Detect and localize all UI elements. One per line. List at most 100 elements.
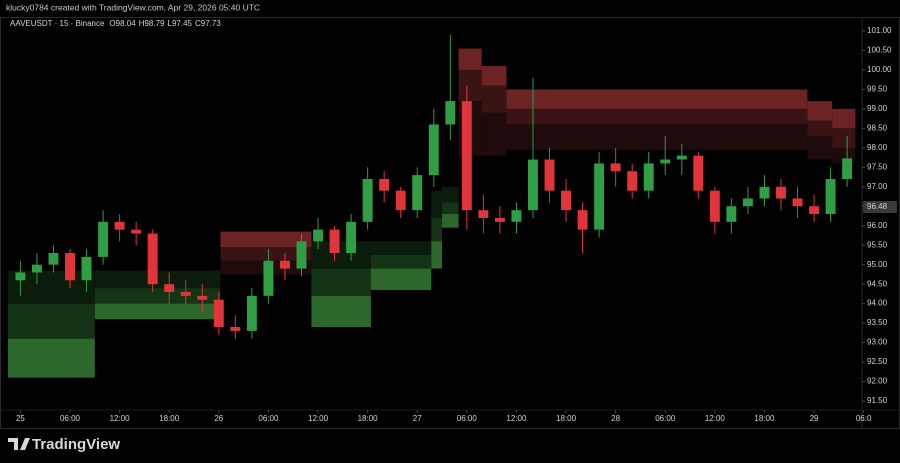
zone-band xyxy=(458,69,482,102)
candle-body xyxy=(643,163,654,191)
y-tick-label: 92.00 xyxy=(867,377,888,386)
candle-body xyxy=(726,206,737,222)
y-tick-label: 94.50 xyxy=(867,279,888,288)
logo-mark xyxy=(8,438,30,450)
candle-body xyxy=(230,327,241,331)
candle-body xyxy=(114,221,125,230)
logo: TradingView xyxy=(8,436,120,453)
candle-body xyxy=(180,291,191,296)
x-tick-label: 12:00 xyxy=(308,414,329,423)
candle-body xyxy=(362,179,373,222)
brand: TradingView xyxy=(32,436,120,453)
candle-body xyxy=(461,101,472,211)
candle-body xyxy=(98,221,109,257)
ohlc-letter: L xyxy=(168,19,173,28)
candle-body xyxy=(809,206,820,215)
ohlc-value: 97.73 xyxy=(201,19,222,28)
zone-band xyxy=(442,214,459,228)
zone-band xyxy=(94,303,221,320)
candle-body xyxy=(31,264,42,273)
zone-band xyxy=(506,124,808,150)
zone-band xyxy=(481,85,507,113)
x-tick-label: 18:00 xyxy=(754,414,775,423)
ohlc-letter: H xyxy=(139,19,145,28)
candle-body xyxy=(296,241,307,269)
y-tick-label: 97.00 xyxy=(867,182,888,191)
x-tick-label: 29 xyxy=(810,414,819,423)
x-tick-label: 06:00 xyxy=(258,414,279,423)
zone-band xyxy=(370,241,432,255)
candle-body xyxy=(693,155,704,191)
y-tick-label: 100.00 xyxy=(867,65,892,74)
zone-band xyxy=(832,108,856,129)
zone-band xyxy=(807,136,833,160)
candle-body xyxy=(164,284,175,292)
candle-body xyxy=(213,299,224,327)
zone-band xyxy=(442,202,459,215)
zone-band xyxy=(807,120,833,137)
candle-body xyxy=(395,190,406,211)
zone-band xyxy=(442,186,459,203)
x-tick-label: 18:00 xyxy=(556,414,577,423)
y-tick-label: 92.50 xyxy=(867,357,888,366)
candle-body xyxy=(412,175,423,211)
zone-band xyxy=(311,241,371,269)
candle-body xyxy=(577,210,588,230)
zone-band xyxy=(431,190,443,218)
zone-band xyxy=(311,295,371,327)
zone-band xyxy=(311,268,371,296)
candle-body xyxy=(48,253,59,265)
candle-body xyxy=(197,295,208,300)
legend: AAVEUSDT · 15 · Binance xyxy=(10,19,105,28)
ohlc-value: 98.04 xyxy=(116,19,137,28)
y-tick-label: 93.00 xyxy=(867,338,888,347)
zone-band xyxy=(431,217,443,242)
y-tick-label: 94.00 xyxy=(867,299,888,308)
y-tick-label: 91.50 xyxy=(867,396,888,405)
candle-body xyxy=(329,229,340,253)
candle-body xyxy=(279,260,290,269)
candle-body xyxy=(379,179,390,191)
y-tick-label: 95.50 xyxy=(867,240,888,249)
x-tick-label: 27 xyxy=(413,414,422,423)
candle-body xyxy=(478,210,489,218)
y-tick-label: 98.50 xyxy=(867,123,888,132)
candle-body xyxy=(544,159,555,191)
y-tick-label: 96.00 xyxy=(867,221,888,230)
x-tick-label: 06:0 xyxy=(856,414,872,423)
candle-body xyxy=(428,124,439,176)
x-tick-label: 18:00 xyxy=(159,414,180,423)
credit: klucky0784 created with TradingView.com,… xyxy=(6,2,260,12)
zone-band xyxy=(370,254,432,269)
candle-body xyxy=(494,217,505,222)
zone-band xyxy=(481,66,507,86)
x-tick-label: 25 xyxy=(16,414,25,423)
y-tick-label: 101.00 xyxy=(867,26,892,35)
zone-band xyxy=(431,241,443,269)
candle-body xyxy=(131,229,142,234)
zone-band xyxy=(458,48,482,70)
y-tick-label: 99.50 xyxy=(867,85,888,94)
zone-band xyxy=(8,303,95,339)
x-tick-label: 12:00 xyxy=(110,414,131,423)
x-tick-label: 12:00 xyxy=(705,414,726,423)
x-tick-label: 28 xyxy=(611,414,620,423)
candle-body xyxy=(511,210,522,222)
candle-body xyxy=(759,186,770,199)
last-price-label: 96.48 xyxy=(867,202,888,211)
ohlc-letter: C xyxy=(195,19,201,28)
candle-body xyxy=(263,260,274,296)
candle-body xyxy=(594,163,605,230)
zone-band xyxy=(506,89,808,109)
zone-band xyxy=(832,128,856,148)
y-tick-label: 98.00 xyxy=(867,143,888,152)
x-tick-label: 06:00 xyxy=(457,414,478,423)
plot xyxy=(8,34,856,378)
candle-body xyxy=(147,233,158,285)
y-tick-label: 100.50 xyxy=(867,46,892,55)
symbol: AAVEUSDT · 15 · Binance xyxy=(10,19,105,28)
candle-body xyxy=(825,179,836,215)
x-tick-label: 26 xyxy=(214,414,223,423)
x-tick-label: 18:00 xyxy=(358,414,379,423)
